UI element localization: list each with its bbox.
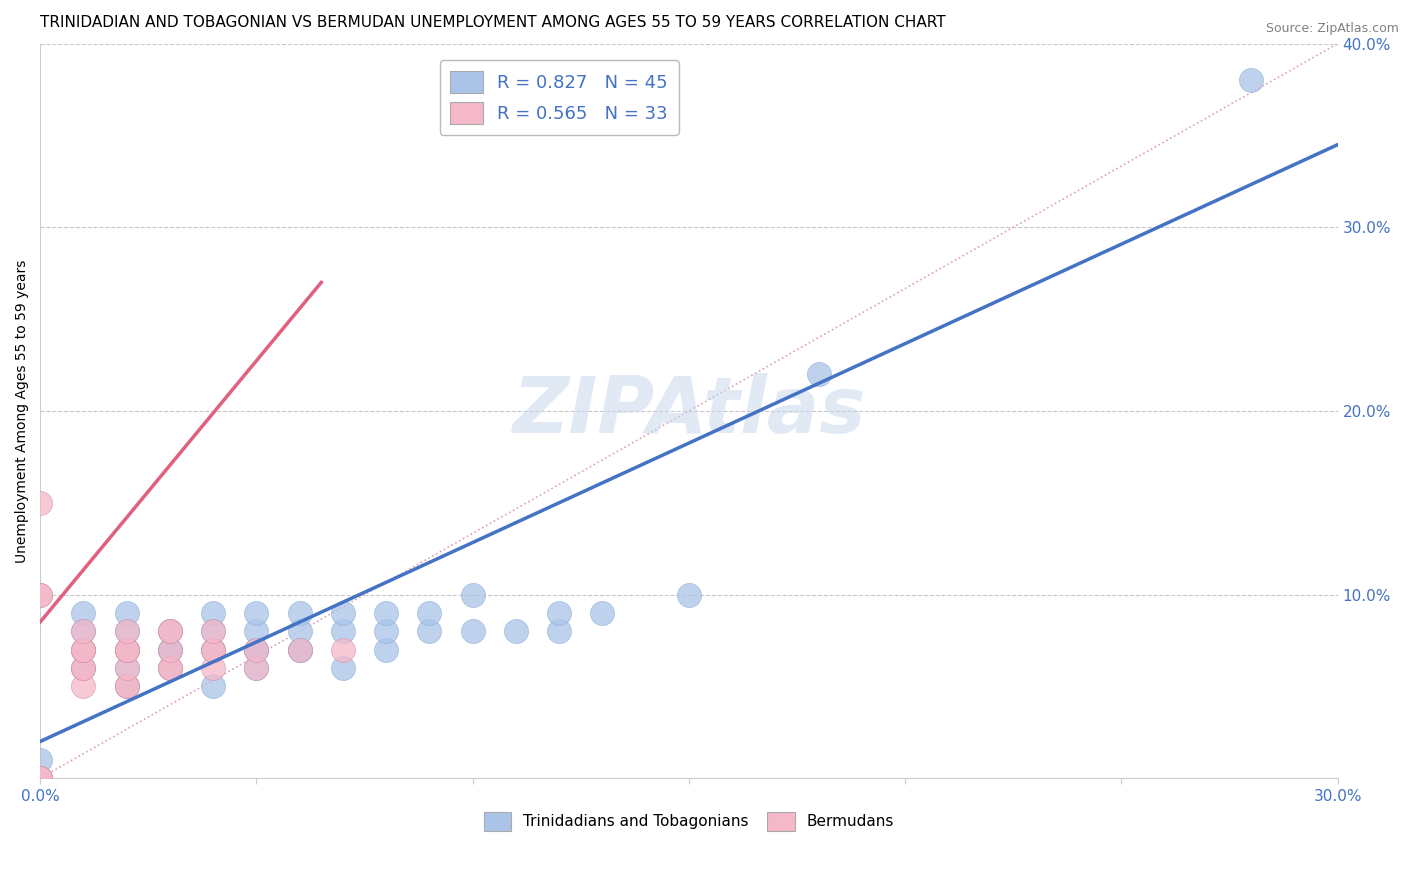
Legend: Trinidadians and Tobagonians, Bermudans: Trinidadians and Tobagonians, Bermudans [478, 805, 900, 837]
Point [30, 771, 52, 785]
Point [202, 642, 225, 657]
Point [72, 661, 94, 675]
Point [115, 642, 138, 657]
Point [375, 606, 398, 620]
Point [288, 606, 311, 620]
Point [72, 661, 94, 675]
Point [1240, 73, 1263, 87]
Point [159, 642, 181, 657]
Point [30, 588, 52, 602]
Point [375, 642, 398, 657]
Point [72, 624, 94, 639]
Point [461, 624, 484, 639]
Point [30, 588, 52, 602]
Text: Source: ZipAtlas.com: Source: ZipAtlas.com [1265, 22, 1399, 36]
Point [159, 661, 181, 675]
Text: TRINIDADIAN AND TOBAGONIAN VS BERMUDAN UNEMPLOYMENT AMONG AGES 55 TO 59 YEARS CO: TRINIDADIAN AND TOBAGONIAN VS BERMUDAN U… [41, 15, 946, 30]
Point [418, 624, 440, 639]
Point [375, 624, 398, 639]
Point [548, 624, 571, 639]
Y-axis label: Unemployment Among Ages 55 to 59 years: Unemployment Among Ages 55 to 59 years [15, 260, 30, 563]
Point [115, 680, 138, 694]
Point [202, 624, 225, 639]
Point [159, 624, 181, 639]
Point [30, 496, 52, 510]
Point [288, 642, 311, 657]
Point [72, 642, 94, 657]
Point [548, 606, 571, 620]
Point [332, 606, 354, 620]
Point [461, 588, 484, 602]
Point [72, 680, 94, 694]
Point [332, 661, 354, 675]
Point [202, 606, 225, 620]
Point [159, 661, 181, 675]
Point [245, 661, 267, 675]
Point [202, 661, 225, 675]
Text: ZIPAtlas: ZIPAtlas [512, 373, 866, 449]
Point [159, 624, 181, 639]
Point [591, 606, 613, 620]
Point [30, 771, 52, 785]
Point [807, 368, 830, 382]
Point [202, 642, 225, 657]
Point [202, 624, 225, 639]
Point [332, 642, 354, 657]
Point [245, 642, 267, 657]
Point [202, 680, 225, 694]
Point [159, 642, 181, 657]
Point [418, 606, 440, 620]
Point [678, 588, 700, 602]
Point [72, 642, 94, 657]
Point [30, 753, 52, 767]
Point [245, 624, 267, 639]
Point [30, 771, 52, 785]
Point [72, 606, 94, 620]
Point [288, 642, 311, 657]
Point [245, 606, 267, 620]
Point [288, 642, 311, 657]
Point [505, 624, 527, 639]
Point [115, 642, 138, 657]
Point [72, 661, 94, 675]
Point [115, 661, 138, 675]
Point [72, 642, 94, 657]
Point [159, 624, 181, 639]
Point [72, 642, 94, 657]
Point [159, 642, 181, 657]
Point [115, 642, 138, 657]
Point [115, 624, 138, 639]
Point [115, 642, 138, 657]
Point [72, 624, 94, 639]
Point [245, 661, 267, 675]
Point [115, 661, 138, 675]
Point [159, 661, 181, 675]
Point [30, 771, 52, 785]
Point [332, 624, 354, 639]
Point [288, 624, 311, 639]
Point [115, 606, 138, 620]
Point [115, 680, 138, 694]
Point [115, 624, 138, 639]
Point [245, 642, 267, 657]
Point [202, 642, 225, 657]
Point [245, 642, 267, 657]
Point [115, 680, 138, 694]
